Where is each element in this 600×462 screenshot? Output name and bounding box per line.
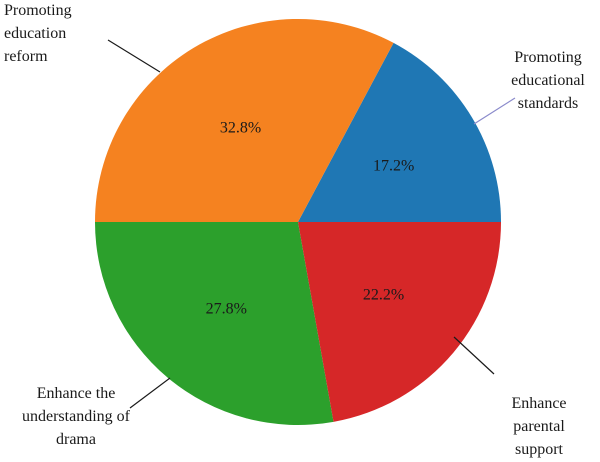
slice-category-label-line: standards — [518, 95, 578, 112]
leader-line — [453, 336, 495, 375]
leader-line — [129, 377, 171, 409]
slice-category-label-line: support — [515, 441, 564, 458]
pie-slice — [298, 42, 501, 222]
slice-value-label: 27.8% — [206, 301, 247, 318]
slice-category-label: Enhance the understanding of drama — [22, 385, 131, 448]
slice-value-label: 17.2% — [373, 158, 414, 175]
slice-category-label: Enhance parental support — [511, 395, 566, 458]
slice-category-label-line: Promoting — [4, 2, 72, 19]
slice-category-label-line: understanding of — [22, 408, 131, 425]
slice-category-label-line: education — [4, 25, 66, 42]
leader-line — [473, 97, 516, 125]
slice-value-label: 22.2% — [363, 287, 404, 304]
slice-category-label-line: Promoting — [514, 49, 582, 66]
pie-slice — [95, 18, 394, 222]
slice-category-label-line: Enhance the — [37, 385, 116, 402]
slice-category-label-line: educational — [511, 72, 585, 89]
slice-category-label-line: parental — [513, 418, 565, 435]
slice-category-label-line: reform — [4, 48, 48, 65]
slice-category-label-line: Enhance — [511, 395, 566, 412]
pie-slice — [298, 222, 501, 422]
pie-slice — [95, 222, 334, 426]
slice-category-label: Promoting education reform — [4, 2, 72, 65]
leader-line — [107, 39, 161, 73]
slice-category-label-line: drama — [56, 431, 96, 448]
slice-value-label: 32.8% — [220, 119, 261, 136]
slice-category-label: Promoting educational standards — [511, 49, 585, 112]
